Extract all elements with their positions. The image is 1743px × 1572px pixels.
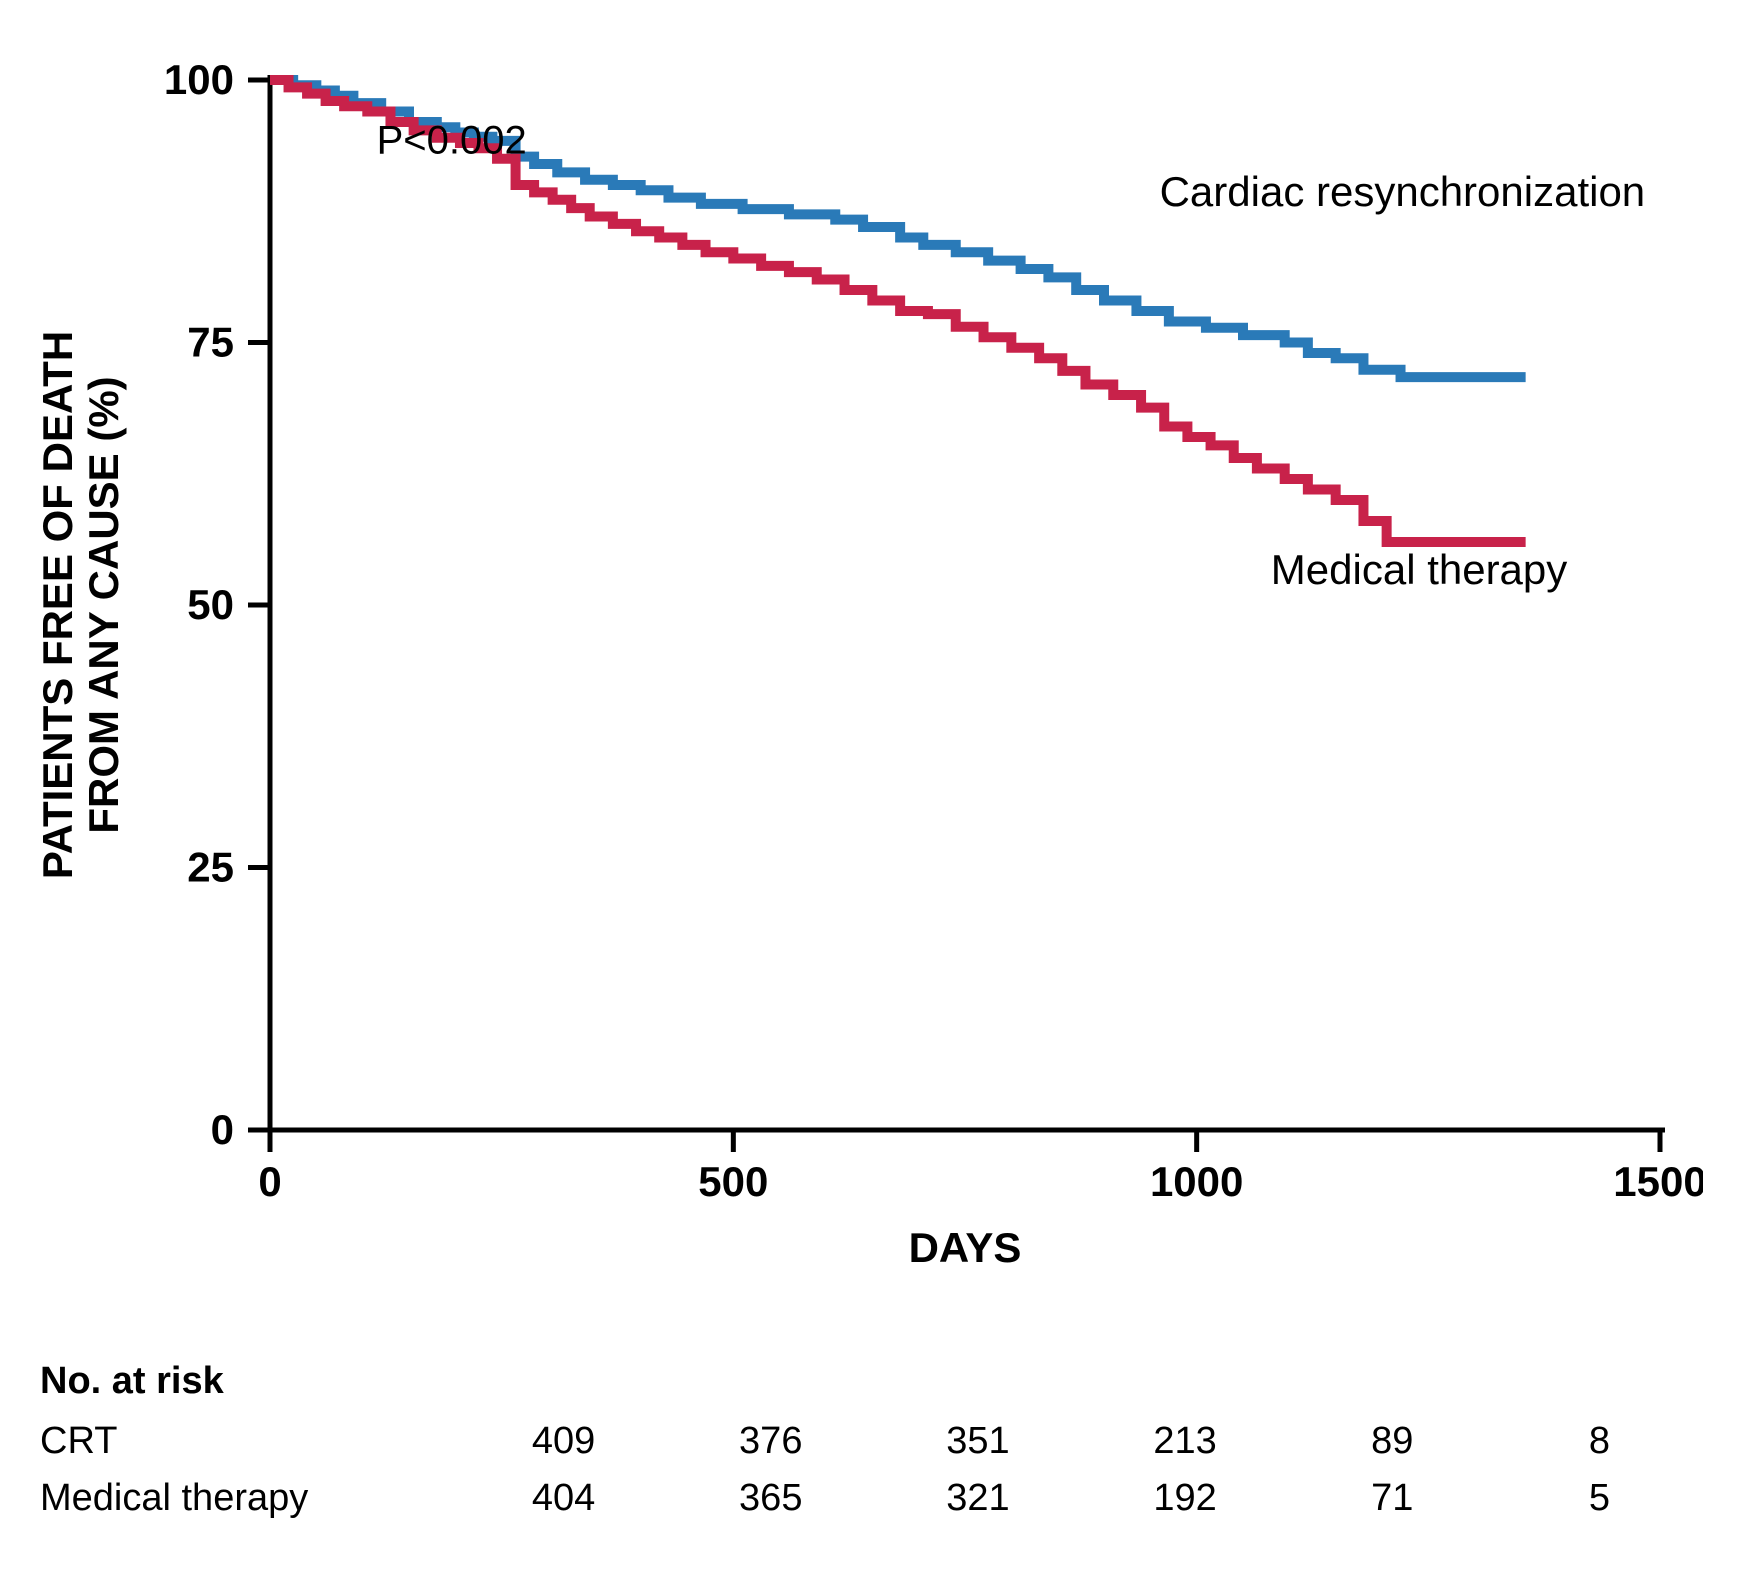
x-tick-label: 1000 <box>1150 1158 1243 1205</box>
risk-value: 71 <box>1289 1470 1496 1527</box>
chart-area: 0255075100050010001500DAYSPATIENTS FREE … <box>40 40 1703 1330</box>
risk-value: 321 <box>874 1470 1081 1527</box>
series-label: Medical therapy <box>1271 546 1567 593</box>
risk-value: 5 <box>1496 1470 1703 1527</box>
risk-value: 351 <box>874 1413 1081 1470</box>
risk-value: 213 <box>1082 1413 1289 1470</box>
risk-value: 376 <box>667 1413 874 1470</box>
x-axis-label: DAYS <box>909 1224 1022 1271</box>
y-tick-label: 0 <box>211 1106 234 1153</box>
risk-value: 365 <box>667 1470 874 1527</box>
risk-value: 409 <box>460 1413 667 1470</box>
km-chart-svg: 0255075100050010001500DAYSPATIENTS FREE … <box>40 40 1703 1330</box>
risk-table: No. at risk CRT409376351213898Medical th… <box>40 1360 1703 1527</box>
x-tick-label: 1500 <box>1613 1158 1703 1205</box>
risk-row-values: 404365321192715 <box>460 1470 1703 1527</box>
risk-row-label: CRT <box>40 1413 460 1470</box>
risk-table-row: CRT409376351213898 <box>40 1413 1703 1470</box>
x-tick-label: 0 <box>258 1158 281 1205</box>
risk-table-rows: CRT409376351213898Medical therapy4043653… <box>40 1413 1703 1527</box>
risk-row-label: Medical therapy <box>40 1470 460 1527</box>
y-axis-label: PATIENTS FREE OF DEATHFROM ANY CAUSE (%) <box>40 331 127 879</box>
risk-value: 8 <box>1496 1413 1703 1470</box>
p-value-label: P<0.002 <box>377 119 527 163</box>
risk-row-values: 409376351213898 <box>460 1413 1703 1470</box>
km-figure: 0255075100050010001500DAYSPATIENTS FREE … <box>40 40 1703 1527</box>
series-label: Cardiac resynchronization <box>1160 168 1646 215</box>
risk-table-row: Medical therapy404365321192715 <box>40 1470 1703 1527</box>
y-tick-label: 75 <box>187 319 234 366</box>
risk-value: 404 <box>460 1470 667 1527</box>
risk-value: 89 <box>1289 1413 1496 1470</box>
y-tick-label: 50 <box>187 581 234 628</box>
y-tick-label: 100 <box>164 56 234 103</box>
y-tick-label: 25 <box>187 844 234 891</box>
risk-value: 192 <box>1082 1470 1289 1527</box>
risk-table-header: No. at risk <box>40 1360 1703 1403</box>
x-tick-label: 500 <box>698 1158 768 1205</box>
